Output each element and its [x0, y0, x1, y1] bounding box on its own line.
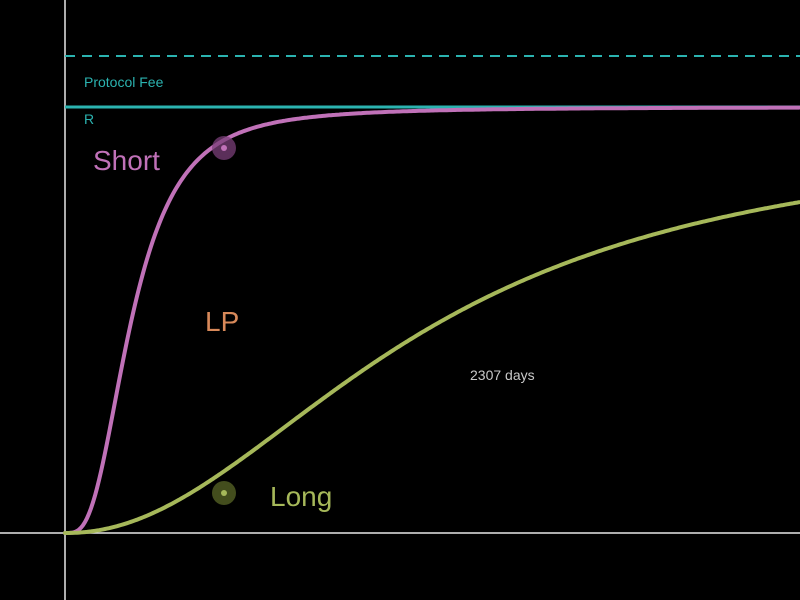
short-marker — [221, 145, 227, 151]
lp-region-label: LP — [205, 306, 239, 337]
protocol-fee-label: Protocol Fee — [84, 74, 164, 90]
short-series-label: Short — [93, 145, 160, 176]
r-label: R — [84, 111, 94, 127]
days-annotation: 2307 days — [470, 367, 535, 383]
long-series-label: Long — [270, 481, 332, 512]
short-series-line — [63, 105, 800, 535]
long-series-line — [63, 200, 800, 535]
long-marker — [221, 490, 227, 496]
